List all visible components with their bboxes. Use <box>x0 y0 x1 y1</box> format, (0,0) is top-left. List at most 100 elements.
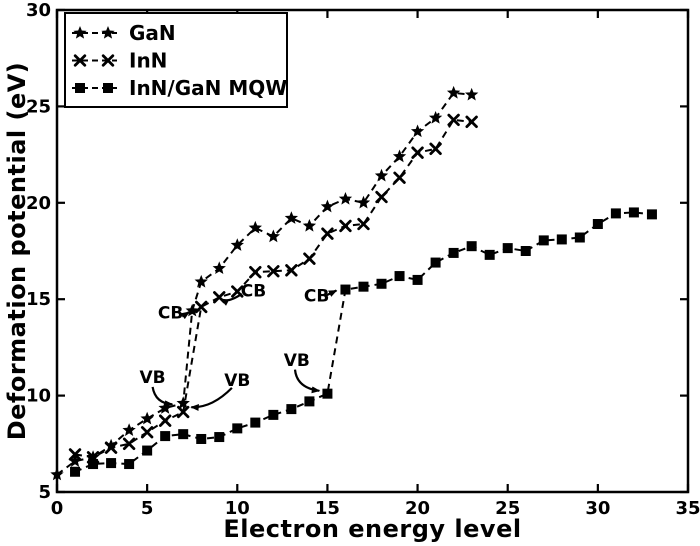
inn-x-marker <box>122 437 136 450</box>
inn-x-marker <box>177 405 190 419</box>
y-axis-label: Deformation potential (eV) <box>3 61 31 441</box>
inn-gan-mqw-square-marker <box>160 431 171 442</box>
legend-square-marker <box>75 83 85 93</box>
gan-star-marker <box>428 110 443 124</box>
annotation-label: CB <box>304 286 329 306</box>
series-gan <box>50 85 479 481</box>
annotation-vb-gan: VB <box>139 368 174 408</box>
x-axis: 0 5 10 15 20 25 30 35 <box>51 10 700 519</box>
gan-star-marker <box>185 303 199 317</box>
inn-x-marker <box>339 219 352 233</box>
y-tick-label: 15 <box>26 289 51 310</box>
annotation-vb-inn-gan-mqw: VB <box>284 351 321 394</box>
inn-gan-mqw-square-marker <box>466 241 477 252</box>
annotation-arrow <box>293 369 321 394</box>
x-tick-label: 30 <box>585 498 610 519</box>
inn-gan-mqw-square-marker <box>214 432 225 443</box>
gan-star-marker <box>302 218 317 232</box>
gan-star-marker <box>338 191 353 205</box>
plot-frame <box>55 8 690 494</box>
legend-label: GaN <box>129 21 176 45</box>
inn-x-marker <box>285 264 298 277</box>
annotation-arrow <box>326 289 338 297</box>
inn-gan-mqw-square-marker <box>610 208 621 219</box>
gan-star-marker <box>230 238 244 251</box>
annotation-label: VB <box>139 368 165 388</box>
gan-star-marker <box>320 199 335 213</box>
x-tick-label: 10 <box>225 498 250 519</box>
gan-star-marker <box>392 149 407 163</box>
inn-x-marker <box>447 113 460 127</box>
inn-gan-mqw-square-marker <box>502 243 513 254</box>
x-tick-label: 15 <box>315 498 340 519</box>
inn-gan-mqw-square-marker <box>376 278 387 289</box>
y-axis: 5 10 15 20 25 30 <box>26 0 688 503</box>
inn-gan-mqw-square-marker <box>232 423 243 434</box>
series-inn-gan-mqw <box>70 207 657 477</box>
annotation-label: VB <box>224 371 250 391</box>
x-tick-label: 25 <box>495 498 520 519</box>
inn-gan-mqw-square-marker <box>142 445 153 456</box>
gan-star-marker <box>140 411 154 425</box>
annotation-arrow <box>180 311 190 320</box>
annotation-arrow <box>220 292 243 306</box>
annotation-cb-inn-gan-mqw: CB <box>304 286 338 306</box>
inn-gan-mqw-square-marker <box>556 234 567 245</box>
inn-gan-mqw-square-marker <box>520 246 531 256</box>
inn-x-marker <box>267 265 280 278</box>
inn-gan-mqw-square-marker <box>250 417 261 428</box>
gan-star-marker <box>194 274 208 288</box>
inn-gan-mqw-square-marker <box>646 209 657 220</box>
gan-star-marker <box>212 261 226 275</box>
annotation-vb-inn: VB <box>190 371 250 412</box>
legend-label: InN <box>129 49 167 73</box>
legend-entry-inn: InN <box>72 49 167 73</box>
inn-x-marker <box>104 441 118 454</box>
gan-star-marker <box>50 467 64 481</box>
inn-gan-mqw-square-marker <box>178 429 189 440</box>
y-tick-label: 25 <box>26 96 51 117</box>
gan-star-marker <box>266 229 280 243</box>
inn-gan-mqw-square-marker <box>196 433 207 444</box>
inn-gan-mqw-square-marker <box>70 466 81 477</box>
x-tick-label: 20 <box>405 498 430 519</box>
gan-star-marker <box>465 87 479 101</box>
y-tick-label: 10 <box>26 386 51 407</box>
inn-gan-mqw-square-marker <box>628 207 639 218</box>
y-tick-label: 5 <box>38 482 51 503</box>
inn-x-marker <box>393 171 406 184</box>
inn-gan-mqw-square-marker <box>106 458 117 469</box>
legend-x-marker <box>73 54 87 67</box>
inn-x-marker <box>68 448 82 461</box>
legend-entry-gan: GaN <box>72 21 176 45</box>
gan-star-marker <box>374 168 389 182</box>
inn-x-marker <box>429 142 442 156</box>
annotation-cb-gan: CB <box>158 304 190 324</box>
annotation-arrow <box>151 386 174 408</box>
inn-gan-mqw-square-marker <box>574 232 585 243</box>
inn-gan-mqw-square-marker <box>88 459 99 470</box>
inn-gan-mqw-square-marker <box>448 247 459 258</box>
x-tick-label: 35 <box>675 498 700 519</box>
x-tick-label: 0 <box>51 498 64 519</box>
legend: GaN InN InN/GaN MQW <box>64 12 288 108</box>
inn-gan-mqw-square-marker <box>304 396 315 407</box>
legend-x-marker <box>101 54 115 67</box>
gan-star-marker <box>122 423 136 436</box>
gan-star-marker <box>284 211 299 224</box>
inn-gan-mqw-square-marker <box>268 409 279 420</box>
inn-gan-mqw-square-marker <box>538 235 549 246</box>
gan-star-marker <box>248 220 262 234</box>
inn-gan-mqw-square-marker <box>412 274 423 285</box>
inn-gan-mqw-square-marker <box>394 271 405 282</box>
inn-x-marker <box>357 217 370 231</box>
inn-gan-mqw-square-marker <box>484 249 495 260</box>
inn-gan-mqw-square-marker <box>430 257 441 268</box>
inn-x-marker <box>140 426 154 439</box>
legend-entry-inn-gan-mqw: InN/GaN MQW <box>72 76 287 100</box>
gan-star-marker <box>410 124 425 138</box>
inn-x-marker <box>465 115 478 129</box>
inn-gan-mqw-square-marker <box>592 219 603 230</box>
